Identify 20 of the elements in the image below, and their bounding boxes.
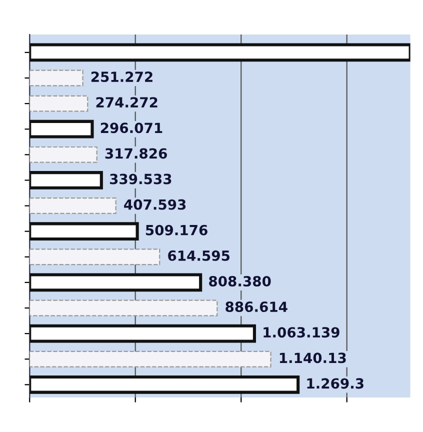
data-label: 1.140.13 <box>280 352 346 364</box>
data-label: 614.595 <box>168 250 230 261</box>
data-label: 808.380 <box>209 276 271 286</box>
data-label: 274.272 <box>96 97 158 108</box>
data-label: 1.063.139 <box>264 327 340 338</box>
bar <box>30 350 272 368</box>
data-label: 339.533 <box>110 174 172 184</box>
data-label: 296.071 <box>100 122 162 134</box>
data-label: 1.269.3 <box>307 378 364 389</box>
bar <box>30 198 116 214</box>
bar <box>30 70 84 86</box>
data-label: 509.176 <box>146 224 208 236</box>
bar <box>30 95 88 112</box>
data-label: 317.826 <box>105 148 167 159</box>
bar <box>30 300 218 316</box>
bar <box>30 248 160 266</box>
data-label: 251.272 <box>91 72 152 82</box>
bar <box>30 146 98 163</box>
data-label: 886.614 <box>226 302 288 312</box>
data-label: 407.593 <box>124 199 186 210</box>
